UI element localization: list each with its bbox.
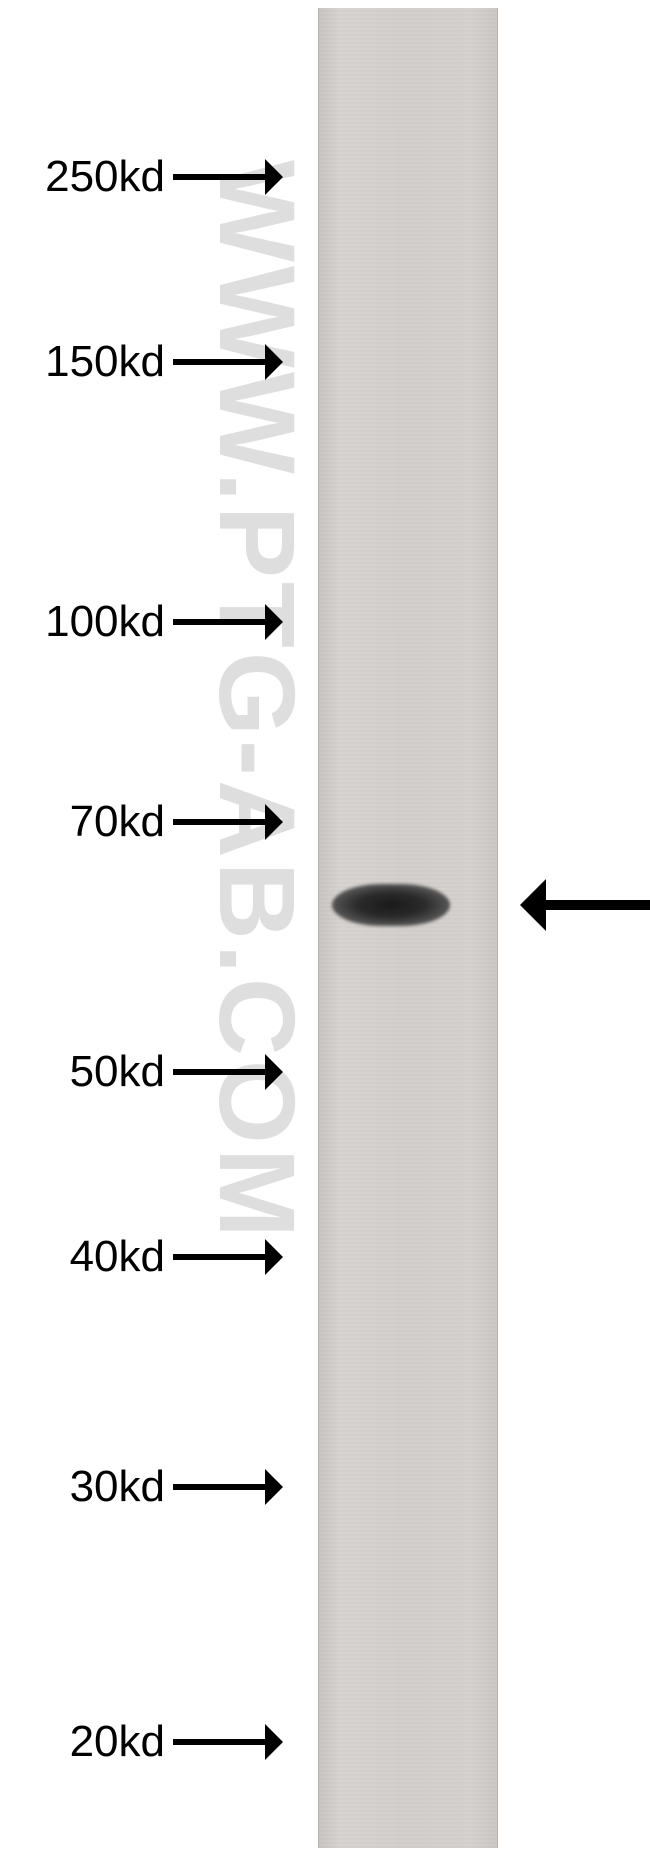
mw-marker: 20kd	[20, 1717, 283, 1767]
mw-marker: 30kd	[20, 1462, 283, 1512]
arrow-right-icon	[173, 804, 283, 840]
mw-marker-label: 30kd	[20, 1462, 165, 1512]
arrow-right-icon	[173, 604, 283, 640]
mw-marker: 250kd	[20, 152, 283, 202]
arrow-right-icon	[173, 1054, 283, 1090]
arrow-right-icon	[173, 344, 283, 380]
arrow-right-icon	[173, 1239, 283, 1275]
mw-marker-label: 50kd	[20, 1047, 165, 1097]
arrow-right-icon	[173, 159, 283, 195]
mw-marker: 100kd	[20, 597, 283, 647]
blot-lane	[318, 8, 498, 1848]
target-arrow	[520, 879, 650, 931]
mw-marker: 150kd	[20, 337, 283, 387]
mw-marker-label: 150kd	[20, 337, 165, 387]
mw-marker-label: 20kd	[20, 1717, 165, 1767]
mw-marker-label: 250kd	[20, 152, 165, 202]
mw-marker: 40kd	[20, 1232, 283, 1282]
mw-marker-label: 70kd	[20, 797, 165, 847]
mw-marker-label: 40kd	[20, 1232, 165, 1282]
detected-band	[332, 884, 450, 926]
mw-marker-label: 100kd	[20, 597, 165, 647]
blot-container: WWW.PTG-AB.COM 250kd150kd100kd70kd50kd40…	[0, 0, 650, 1855]
arrow-right-icon	[173, 1469, 283, 1505]
mw-marker: 70kd	[20, 797, 283, 847]
mw-marker: 50kd	[20, 1047, 283, 1097]
arrow-right-icon	[173, 1724, 283, 1760]
